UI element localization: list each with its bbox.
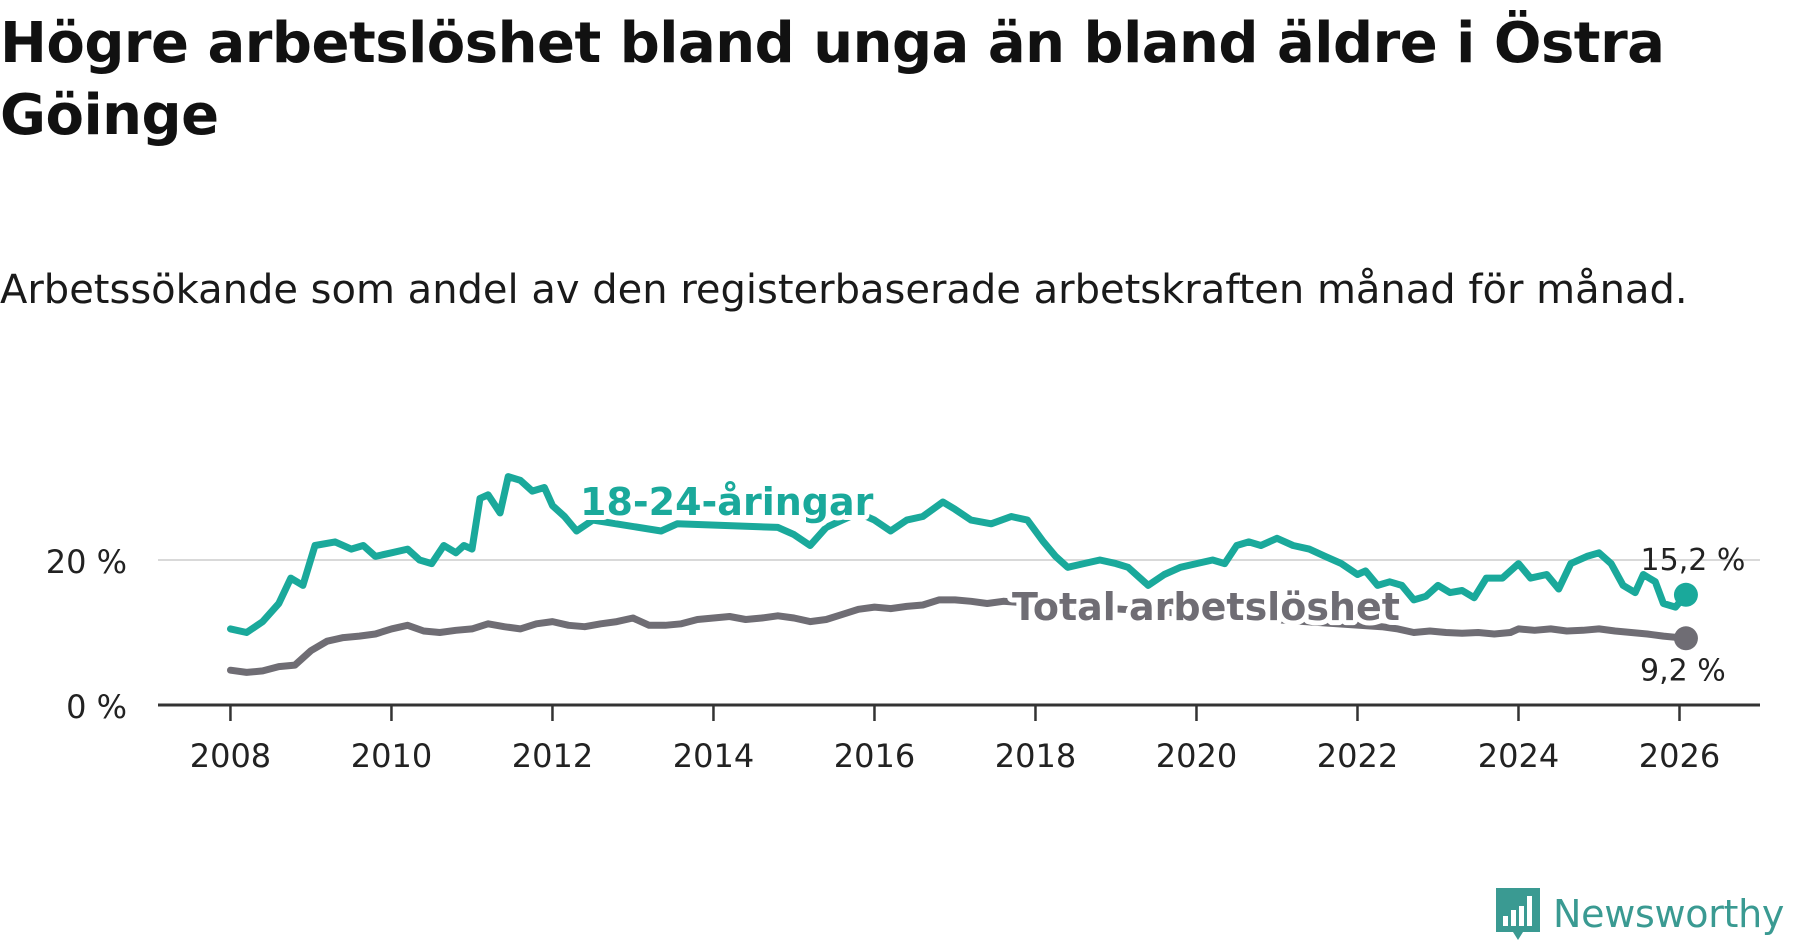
series-line-youth xyxy=(227,473,1690,636)
x-tick-label: 2010 xyxy=(351,737,432,775)
x-tick-label: 2024 xyxy=(1478,737,1559,775)
y-tick-label: 0 % xyxy=(66,688,127,726)
end-point-youth xyxy=(1673,582,1698,607)
chart-subtitle: Arbetssökande som andel av den registerb… xyxy=(0,267,1688,313)
y-tick-label: 20 % xyxy=(46,543,127,581)
x-tick-label: 2020 xyxy=(1156,737,1237,775)
brand-logo: Newsworthy xyxy=(1493,886,1784,942)
labels: 18-24-åringar Total arbetslöshet 15,2 % 9,2… xyxy=(575,475,1746,688)
brand-name: Newsworthy xyxy=(1553,892,1785,936)
x-tick-label: 2016 xyxy=(834,737,915,775)
x-tick-label: 2022 xyxy=(1317,737,1398,775)
series xyxy=(227,473,1698,676)
end-point-total xyxy=(1673,626,1698,651)
end-value-total: 9,2 % xyxy=(1640,653,1726,688)
x-tick-label: 2012 xyxy=(512,737,593,775)
chart-title: Högre arbetslöshet bland unga än bland ä… xyxy=(0,11,1665,148)
x-tick-label: 2014 xyxy=(673,737,754,775)
series-label-total: Total arbetslöshet xyxy=(1012,585,1400,629)
x-tick-label: 2018 xyxy=(995,737,1076,775)
series-label-youth: 18-24-åringar xyxy=(580,480,874,524)
newsworthy-logo-icon xyxy=(1496,888,1540,940)
end-value-youth: 15,2 % xyxy=(1641,543,1746,578)
x-tick-label: 2026 xyxy=(1639,737,1720,775)
axes: 0 % 20 % 2008 2010 2012 2014 2016 2018 2020 2022 2… xyxy=(46,543,1760,775)
series-line-total xyxy=(227,596,1690,676)
x-tick-label: 2008 xyxy=(190,737,271,775)
